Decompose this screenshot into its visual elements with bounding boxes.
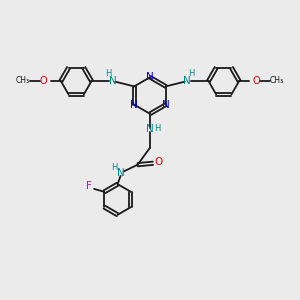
Text: O: O <box>40 76 48 85</box>
Text: N: N <box>146 72 154 82</box>
Text: F: F <box>86 181 92 191</box>
Text: CH₃: CH₃ <box>16 76 30 85</box>
Text: H: H <box>105 69 112 78</box>
Text: N: N <box>109 76 117 85</box>
Text: N: N <box>130 100 138 110</box>
Text: H: H <box>111 163 117 172</box>
Text: H: H <box>188 69 195 78</box>
Text: O: O <box>154 157 162 167</box>
Text: O: O <box>252 76 260 85</box>
Text: H: H <box>154 124 161 133</box>
Text: N: N <box>117 168 124 178</box>
Text: N: N <box>162 100 170 110</box>
Text: N: N <box>146 124 154 134</box>
Text: N: N <box>183 76 191 85</box>
Text: CH₃: CH₃ <box>270 76 284 85</box>
